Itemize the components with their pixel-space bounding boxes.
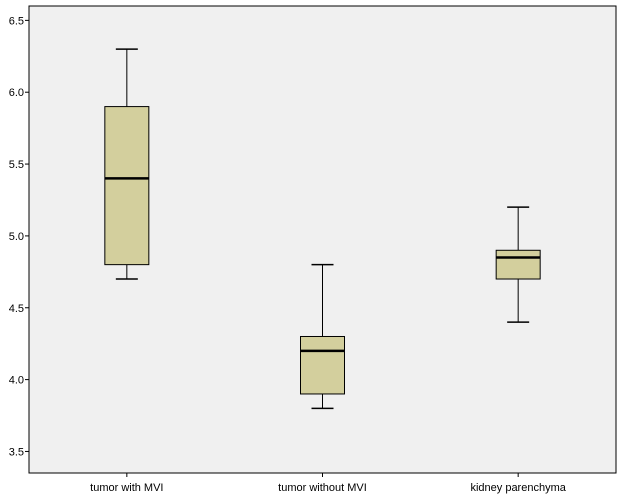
box-group xyxy=(495,206,541,323)
x-category-label: kidney parenchyma xyxy=(470,482,566,494)
iqr-box xyxy=(300,335,345,395)
y-tick-label: 6.0 xyxy=(9,87,24,99)
box-group xyxy=(104,48,150,280)
box-series xyxy=(104,48,541,410)
y-axis: 3.5 4.0 4.5 5.0 5.5 6.0 6.5 xyxy=(9,15,29,458)
iqr-box xyxy=(495,249,541,280)
x-category-label: tumor without MVI xyxy=(278,482,367,494)
y-tick-label: 6.5 xyxy=(9,15,24,27)
y-tick-label: 5.0 xyxy=(9,231,24,243)
iqr-box xyxy=(104,106,150,266)
y-tick-label: 3.5 xyxy=(9,446,24,458)
x-category-label: tumor with MVI xyxy=(90,482,163,494)
box-group xyxy=(300,263,345,410)
y-tick-label: 4.0 xyxy=(9,375,24,387)
y-tick-label: 4.5 xyxy=(9,303,24,315)
y-tick-label: 5.5 xyxy=(9,159,24,171)
x-axis: tumor with MVI tumor without MVI kidney pa… xyxy=(90,473,567,494)
